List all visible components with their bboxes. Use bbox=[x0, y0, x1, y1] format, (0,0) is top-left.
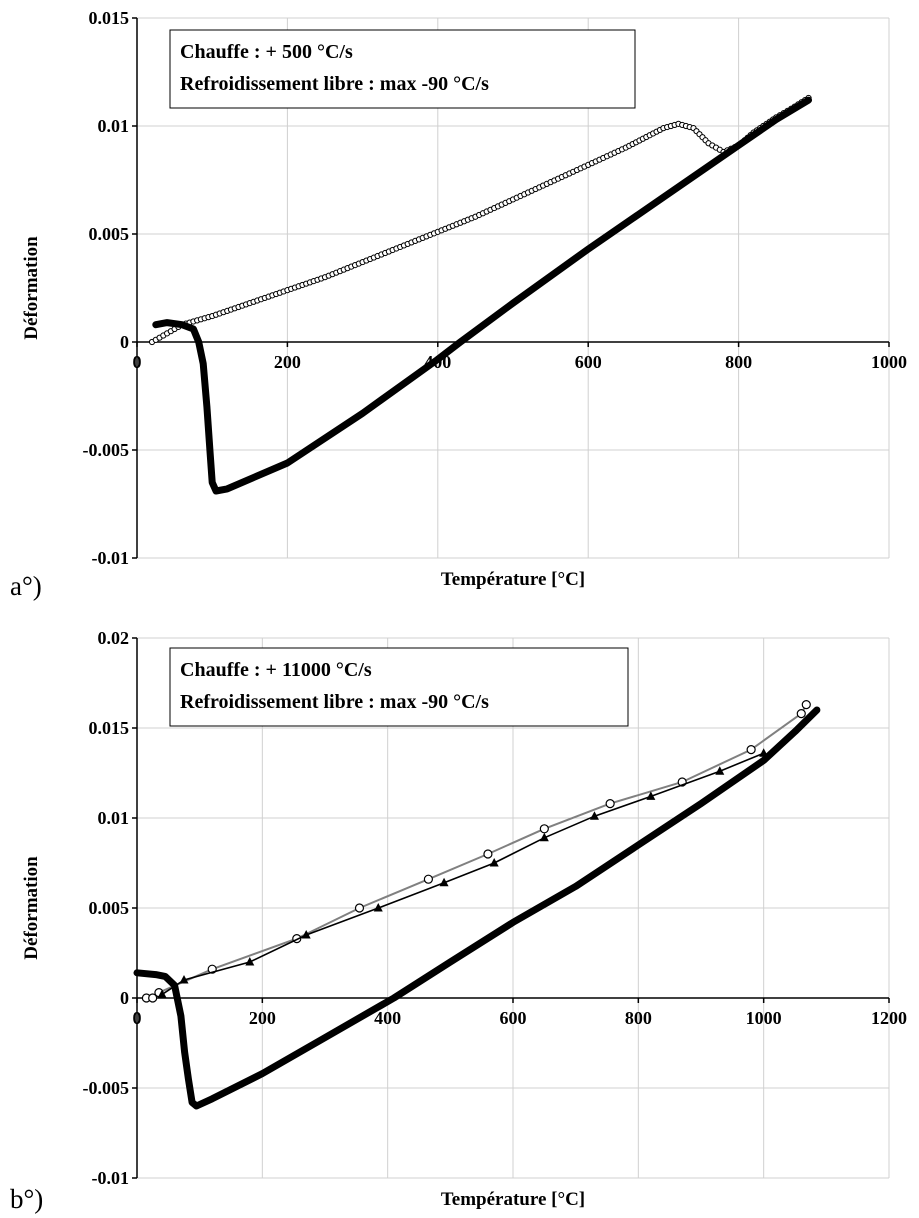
chart-panel-1: -0.01 -0.005 0 0.005 0.01 0.015 0.02 0 200 400 600… bbox=[10, 628, 907, 1214]
data-point bbox=[715, 766, 725, 775]
data-point bbox=[796, 708, 806, 719]
series-0 bbox=[148, 94, 812, 346]
x-tick-label: 600 bbox=[575, 352, 602, 372]
x-tick-label: 800 bbox=[725, 352, 752, 372]
data-point bbox=[539, 832, 549, 842]
series-2 bbox=[133, 706, 821, 1110]
data-point bbox=[539, 824, 549, 834]
annotation-text: Chauffe : + 11000 °C/s bbox=[180, 659, 372, 681]
y-tick-label: 0.005 bbox=[89, 224, 130, 244]
annotation-text: Chauffe : + 500 °C/s bbox=[180, 41, 353, 63]
data-point bbox=[179, 975, 189, 984]
y-tick-label: 0.01 bbox=[98, 116, 130, 136]
data-point bbox=[245, 957, 255, 966]
series-0 bbox=[141, 699, 811, 1003]
series-curve bbox=[152, 96, 812, 495]
data-point bbox=[746, 744, 756, 755]
y-tick-label: -0.01 bbox=[92, 548, 130, 568]
x-tick-label: 0 bbox=[133, 1008, 142, 1028]
annotation-text: Refroidissement libre : max -90 °C/s bbox=[180, 73, 489, 95]
y-axis-title: Déformation bbox=[21, 236, 42, 340]
series-line bbox=[146, 704, 808, 999]
x-tick-label: 600 bbox=[500, 1008, 527, 1028]
y-tick-label: 0.02 bbox=[98, 628, 130, 648]
y-tick-label: 0.005 bbox=[89, 898, 130, 918]
data-point bbox=[157, 989, 167, 998]
data-point bbox=[801, 699, 811, 710]
data-point bbox=[605, 798, 615, 809]
series-1 bbox=[152, 96, 812, 495]
panel-label: b°) bbox=[10, 1184, 43, 1214]
data-point bbox=[589, 811, 599, 820]
data-point bbox=[423, 874, 433, 884]
y-tick-label: 0 bbox=[120, 332, 129, 352]
y-tick-label: -0.005 bbox=[83, 1078, 130, 1098]
x-tick-label: 800 bbox=[625, 1008, 652, 1028]
annotation-box bbox=[169, 29, 636, 109]
x-tick-label: 1000 bbox=[871, 352, 907, 372]
y-tick-label: 0.01 bbox=[98, 808, 130, 828]
data-point bbox=[354, 903, 365, 913]
panel-label: a°) bbox=[10, 571, 42, 601]
data-point bbox=[373, 903, 383, 912]
x-tick-label: 200 bbox=[274, 352, 301, 372]
y-tick-label: -0.01 bbox=[92, 1168, 130, 1188]
y-axis-title: Déformation bbox=[21, 856, 42, 960]
y-tick-label: 0.015 bbox=[89, 718, 130, 738]
data-point bbox=[439, 877, 449, 887]
annotation-box bbox=[169, 647, 629, 727]
y-tick-label: 0.015 bbox=[89, 8, 130, 28]
series-curve bbox=[133, 706, 821, 1110]
series-line bbox=[161, 752, 765, 996]
y-tick-label: 0 bbox=[120, 988, 129, 1008]
data-point bbox=[301, 930, 311, 939]
data-point bbox=[489, 858, 499, 867]
x-tick-label: 1200 bbox=[871, 1008, 907, 1028]
x-tick-label: 200 bbox=[249, 1008, 276, 1028]
data-point bbox=[483, 849, 493, 859]
data-point bbox=[148, 993, 158, 1003]
y-tick-label: -0.005 bbox=[83, 440, 130, 460]
data-point bbox=[646, 791, 656, 800]
x-axis-title: Température [°C] bbox=[441, 1189, 585, 1210]
annotation-text: Refroidissement libre : max -90 °C/s bbox=[180, 691, 489, 713]
series-1 bbox=[157, 748, 769, 998]
x-tick-label: 0 bbox=[133, 352, 142, 372]
x-axis-title: Température [°C] bbox=[441, 569, 585, 590]
x-tick-label: 1000 bbox=[746, 1008, 782, 1028]
x-tick-label: 400 bbox=[374, 1008, 401, 1028]
